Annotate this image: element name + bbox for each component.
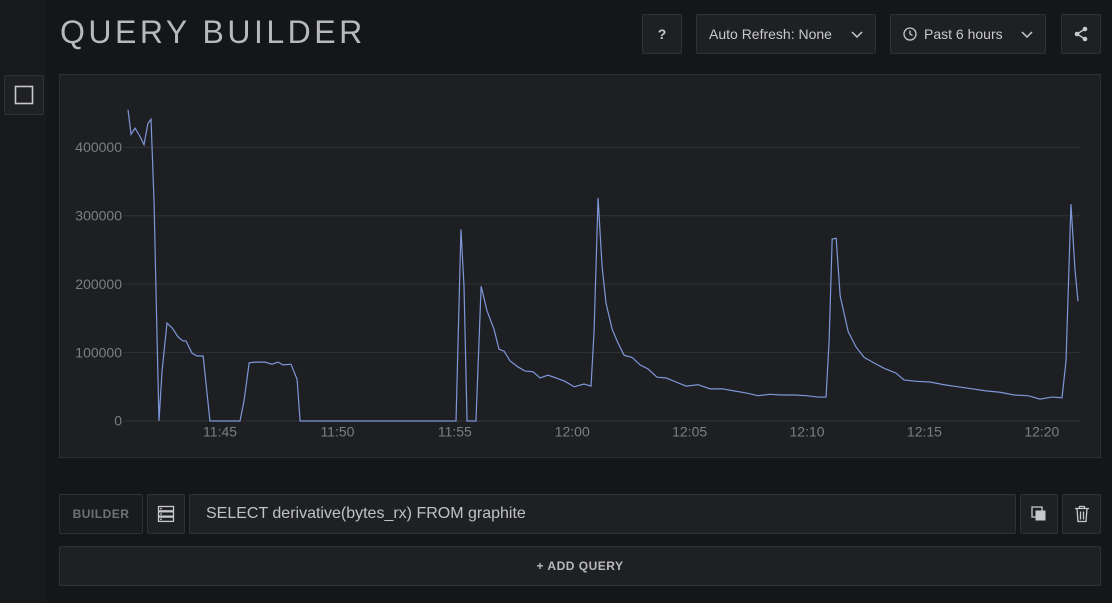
help-button[interactable]: ? xyxy=(642,14,682,54)
x-tick-label: 11:55 xyxy=(438,424,472,440)
x-tick-label: 12:20 xyxy=(1024,424,1059,440)
x-tick-label: 11:45 xyxy=(203,424,237,440)
trash-icon xyxy=(1074,505,1089,523)
duplicate-button[interactable] xyxy=(1020,494,1058,534)
y-tick-label: 300000 xyxy=(75,207,122,223)
share-icon xyxy=(1074,26,1088,42)
clock-icon xyxy=(903,27,917,41)
chevron xyxy=(851,31,863,39)
editor-toggle[interactable] xyxy=(147,494,185,534)
x-tick-label: 11:50 xyxy=(320,424,354,440)
y-tick-label: 100000 xyxy=(75,344,122,360)
chart: 0 100000 200000 300000 400000 11:45 11:50 11:55… xyxy=(75,109,1080,440)
series-line xyxy=(127,109,1079,422)
auto-refresh-dropdown[interactable]: Auto Refresh: None xyxy=(696,14,876,54)
y-tick-label: 200000 xyxy=(75,276,122,292)
x-tick-label: 12:10 xyxy=(790,424,825,440)
graph-panel: 0 100000 200000 300000 400000 11:45 11:50 11:55… xyxy=(59,74,1101,458)
label: Auto Refresh: None xyxy=(709,26,832,42)
delete-button[interactable] xyxy=(1062,494,1101,534)
page-title: QUERY BUILDER xyxy=(60,14,366,50)
y-tick-label: 400000 xyxy=(75,139,122,155)
x-tick-label: 12:05 xyxy=(672,424,707,440)
chevron xyxy=(1021,31,1033,39)
builder-tab[interactable]: BUILDER xyxy=(59,494,143,534)
panel-toggle[interactable] xyxy=(4,75,44,115)
copy-icon xyxy=(1031,506,1046,521)
list-icon xyxy=(157,505,175,523)
share-button[interactable] xyxy=(1061,14,1101,54)
query-input[interactable]: SELECT derivative(bytes_rx) FROM graphit… xyxy=(189,494,1016,534)
x-tick-label: 12:00 xyxy=(555,424,590,440)
x-tick-label: 12:15 xyxy=(907,424,942,440)
time-range-dropdown[interactable]: Past 6 hours xyxy=(890,14,1046,54)
icon xyxy=(14,85,34,105)
label: Past 6 hours xyxy=(924,26,1003,42)
y-tick-label: 0 xyxy=(114,413,122,429)
add-query-button[interactable]: + ADD QUERY xyxy=(59,546,1101,586)
